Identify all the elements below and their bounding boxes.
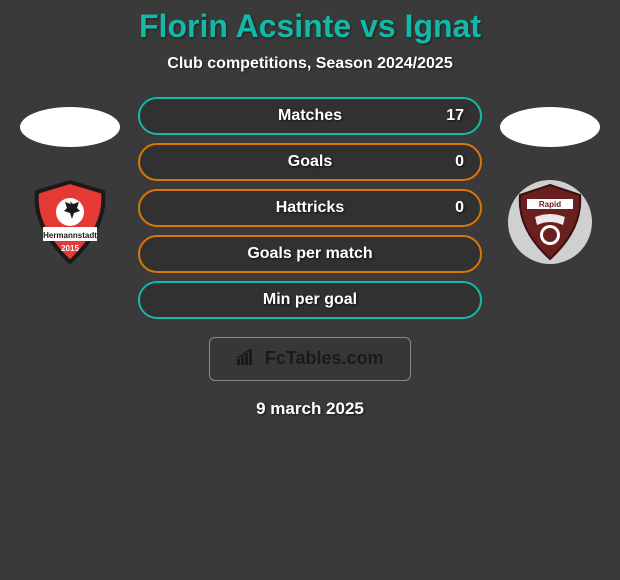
club-badge-left: Hermannstadt 2015 [25, 177, 115, 267]
footer: FcTables.com 9 march 2025 [0, 337, 620, 419]
stat-row-gpm: Goals per match [138, 235, 482, 273]
stat-value-right: 0 [455, 153, 464, 171]
avatar-right [500, 107, 600, 147]
stat-row-goals: Goals 0 [138, 143, 482, 181]
stat-row-hattricks: Hattricks 0 [138, 189, 482, 227]
stat-label: Matches [278, 107, 342, 125]
stats-column: Matches 17 Goals 0 Hattricks 0 Goals per… [130, 97, 490, 327]
avatar-left [20, 107, 120, 147]
page-title: Florin Acsinte vs Ignat [0, 8, 620, 45]
shield-icon: Rapid [505, 177, 595, 267]
stat-value-right: 0 [455, 199, 464, 217]
stat-label: Hattricks [276, 199, 344, 217]
svg-text:Hermannstadt: Hermannstadt [43, 231, 97, 240]
date-label: 9 march 2025 [0, 399, 620, 419]
club-badge-right: Rapid [505, 177, 595, 267]
player-right-column: Rapid [490, 97, 610, 267]
stat-row-matches: Matches 17 [138, 97, 482, 135]
brand-label: FcTables.com [265, 348, 384, 368]
chart-icon [236, 349, 256, 370]
stat-label: Goals [288, 153, 332, 171]
stat-row-mpg: Min per goal [138, 281, 482, 319]
stat-label: Goals per match [247, 245, 372, 263]
player-left-column: Hermannstadt 2015 [10, 97, 130, 267]
comparison-content: Hermannstadt 2015 Matches 17 Goals 0 Hat… [0, 97, 620, 327]
stat-label: Min per goal [263, 291, 357, 309]
shield-icon: Hermannstadt 2015 [25, 177, 115, 267]
stat-value-right: 17 [446, 107, 464, 125]
brand-box: FcTables.com [209, 337, 410, 381]
svg-text:Rapid: Rapid [539, 200, 561, 209]
svg-text:2015: 2015 [61, 244, 79, 253]
page-subtitle: Club competitions, Season 2024/2025 [0, 55, 620, 73]
